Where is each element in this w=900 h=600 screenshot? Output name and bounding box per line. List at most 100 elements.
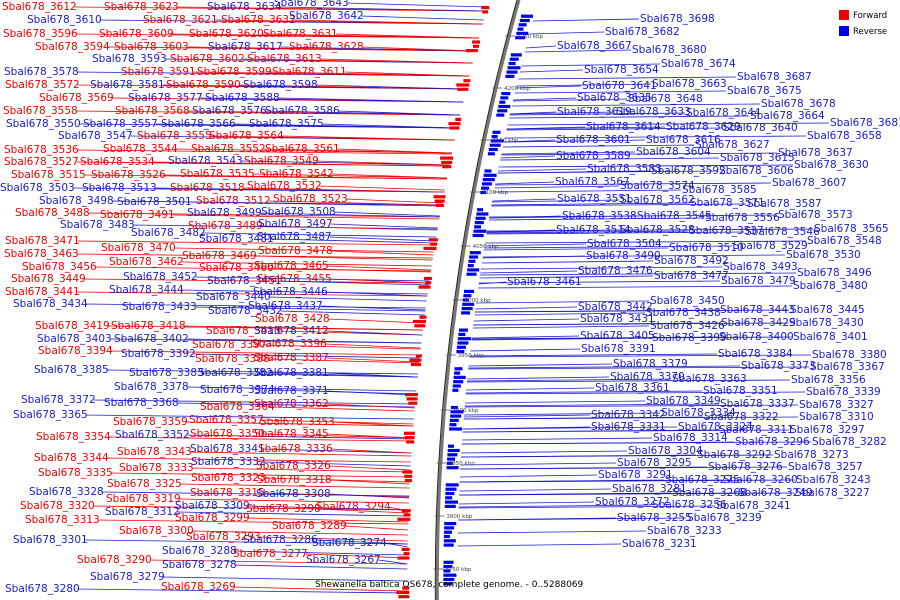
- right-label-leader: [513, 97, 577, 101]
- right-gene-label: Sbal678_3606: [719, 165, 794, 177]
- left-gene-label: Sbal678_3590: [166, 79, 241, 91]
- forward-gene-feature: [433, 195, 446, 199]
- right-gene-label: Sbal678_3256: [652, 499, 727, 511]
- left-label-leader: [97, 519, 409, 525]
- kbp-tick-label: 4250 kbp: [517, 34, 543, 40]
- right-label-leader: [492, 198, 557, 202]
- legend-forward-swatch: [839, 10, 849, 20]
- right-gene-label: Sbal678_3630: [794, 159, 869, 171]
- right-gene-label: Sbal678_3249: [738, 487, 813, 499]
- left-gene-label: Sbal678_3503: [0, 182, 75, 194]
- reverse-gene-feature: [458, 332, 466, 336]
- left-label-leader: [269, 71, 470, 77]
- right-gene-label: Sbal678_3571: [690, 197, 765, 209]
- forward-gene-feature: [413, 319, 426, 324]
- reverse-gene-feature: [472, 233, 484, 238]
- right-label-leader: [471, 335, 580, 339]
- right-gene-label: Sbal678_3291: [598, 469, 673, 481]
- forward-gene-feature: [434, 199, 445, 203]
- left-label-leader: [187, 434, 413, 440]
- right-label-leader: [478, 281, 507, 285]
- right-gene-label: Sbal678_3601: [556, 134, 631, 146]
- legend-reverse-swatch: [839, 26, 849, 36]
- left-gene-label: Sbal678_3402: [114, 333, 189, 345]
- reverse-gene-feature: [467, 264, 474, 268]
- right-label-leader: [457, 543, 622, 547]
- left-label-leader: [305, 553, 408, 559]
- left-label-leader: [186, 338, 422, 344]
- forward-gene-feature: [402, 470, 413, 474]
- left-gene-label: Sbal678_3428: [255, 313, 330, 325]
- left-gene-label: Sbal678_3382: [198, 367, 273, 379]
- left-gene-label: Sbal678_3469: [182, 250, 257, 262]
- left-gene-label: Sbal678_3333: [119, 462, 194, 474]
- right-label-leader: [476, 300, 650, 304]
- forward-gene-feature: [442, 165, 452, 169]
- reverse-gene-feature: [483, 173, 497, 177]
- reverse-gene-feature: [490, 139, 504, 143]
- kbp-tick-label: 4200 kbp: [504, 86, 530, 92]
- left-label-leader: [110, 472, 411, 478]
- reverse-gene-feature: [519, 18, 530, 23]
- right-gene-label: Sbal678_3349: [646, 395, 721, 407]
- right-gene-label: Sbal678_3295: [617, 457, 692, 469]
- forward-gene-feature: [463, 79, 471, 83]
- right-gene-label: Sbal678_3304: [628, 445, 703, 457]
- right-gene-label: Sbal678_3654: [584, 64, 659, 76]
- left-gene-label: Sbal678_3628: [289, 41, 364, 53]
- left-label-leader: [185, 421, 414, 427]
- left-gene-label: Sbal678_3501: [117, 196, 192, 208]
- right-label-leader: [478, 280, 721, 284]
- forward-gene-feature: [405, 393, 418, 397]
- left-label-leader: [132, 224, 438, 230]
- right-label-leader: [480, 266, 723, 270]
- right-label-leader: [484, 243, 587, 247]
- right-gene-label: Sbal678_3514: [556, 224, 631, 236]
- right-gene-label: Sbal678_3674: [661, 58, 736, 70]
- right-gene-label: Sbal678_3339: [806, 386, 881, 398]
- right-gene-label: Sbal678_3431: [580, 313, 655, 325]
- left-gene-label: Sbal678_3320: [20, 500, 95, 512]
- right-gene-label: Sbal678_3492: [654, 255, 729, 267]
- right-label-leader: [479, 275, 654, 279]
- kbp-tick-label: 4150 kbp: [493, 138, 519, 144]
- forward-gene-feature: [449, 126, 460, 130]
- reverse-gene-feature: [446, 466, 459, 470]
- left-gene-label: Sbal678_3621: [143, 14, 218, 26]
- forward-gene-feature: [419, 315, 427, 319]
- left-label-leader: [272, 406, 415, 412]
- left-gene-label: Sbal678_3446: [253, 286, 328, 298]
- right-gene-label: Sbal678_3562: [620, 194, 695, 206]
- reverse-gene-feature: [447, 453, 458, 457]
- right-label-leader: [480, 270, 578, 274]
- right-gene-label: Sbal678_3268: [672, 487, 747, 499]
- left-label-leader: [191, 530, 408, 536]
- left-gene-label: Sbal678_3488: [15, 207, 90, 219]
- left-label-leader: [106, 457, 411, 463]
- left-gene-label: Sbal678_3440: [196, 291, 271, 303]
- left-gene-label: Sbal678_3564: [209, 130, 284, 142]
- kbp-tick-label: 3900 kbp: [453, 408, 479, 414]
- reverse-gene-feature: [449, 427, 463, 431]
- reverse-gene-feature: [474, 225, 482, 229]
- left-gene-label: Sbal678_3609: [99, 28, 174, 40]
- left-label-leader: [262, 448, 412, 454]
- right-gene-label: Sbal678_3627: [695, 139, 770, 151]
- left-label-leader: [277, 97, 464, 103]
- left-gene-label: Sbal678_3278: [162, 559, 237, 571]
- right-gene-label: Sbal678_3400: [719, 331, 794, 343]
- left-gene-label: Sbal678_3357: [189, 414, 264, 426]
- left-gene-label: Sbal678_3309: [175, 500, 250, 512]
- left-gene-label: Sbal678_3612: [2, 1, 77, 13]
- left-gene-label: Sbal678_3288: [162, 545, 237, 557]
- right-gene-label: Sbal678_3493: [723, 261, 798, 273]
- left-label-leader: [186, 386, 417, 392]
- left-label-leader: [326, 433, 413, 439]
- right-label-leader: [464, 404, 799, 408]
- right-gene-label: Sbal678_3311: [719, 424, 794, 436]
- left-label-leader: [328, 465, 411, 471]
- left-gene-label: Sbal678_3341: [190, 443, 265, 455]
- right-gene-label: Sbal678_3276: [708, 461, 783, 473]
- right-gene-label: Sbal678_3496: [797, 267, 872, 279]
